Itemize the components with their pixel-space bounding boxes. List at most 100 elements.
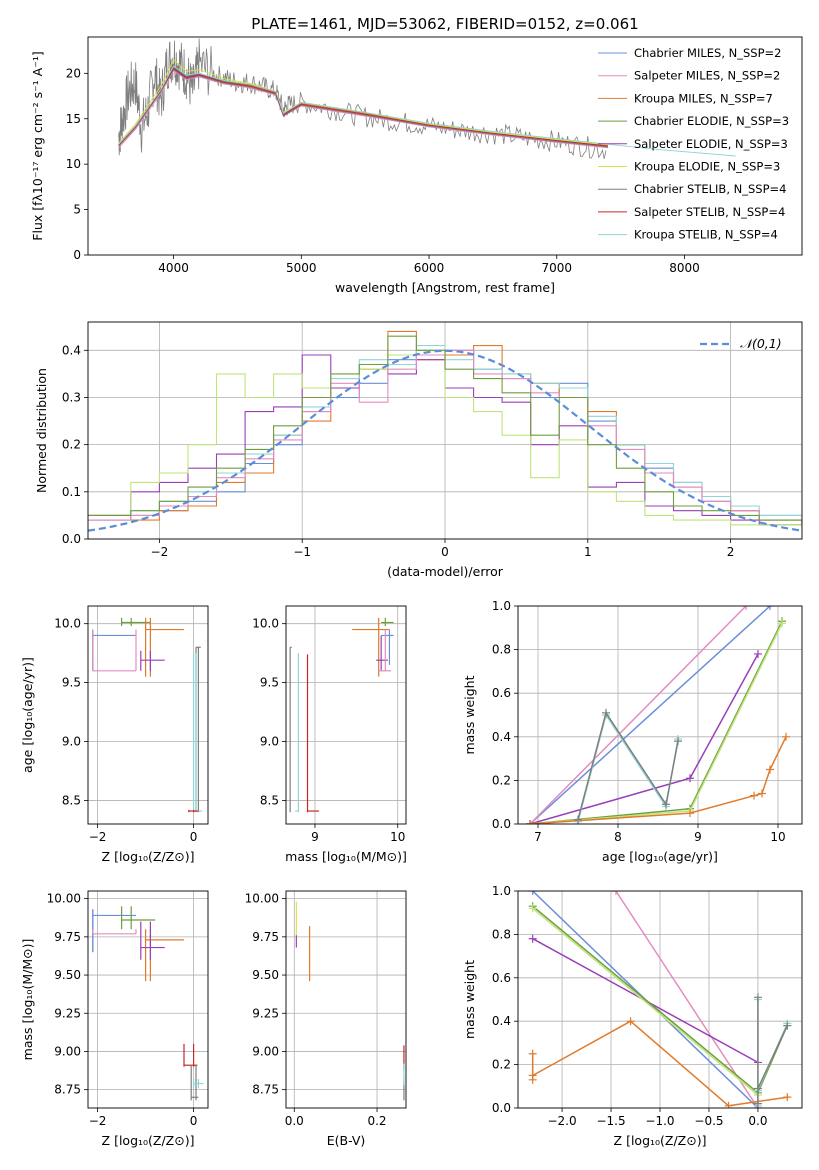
mass-weight-line [532, 907, 759, 1096]
axes-frame [517, 890, 803, 1109]
observed-spectrum-line [118, 38, 607, 159]
spectrum-model-line [118, 69, 608, 148]
x-tick-label: −2 [89, 1114, 107, 1128]
data-point-marker [528, 1071, 537, 1080]
mass-weight-line [532, 938, 759, 1064]
data-point-marker [766, 765, 774, 774]
x-tick-label: 4000 [158, 261, 189, 275]
y-axis-label: mass weight [462, 675, 477, 754]
x-axis-label: E(B-V) [327, 1133, 366, 1148]
x-axis-label: mass [log₁₀(M/M⊙)] [285, 849, 407, 864]
y-tick-label: 10.0 [54, 617, 81, 631]
y-tick-label: 0.0 [62, 532, 81, 546]
x-tick-label: −1 [293, 545, 311, 559]
y-tick-label: 8.5 [260, 793, 279, 807]
y-tick-label: 9.50 [252, 968, 279, 982]
x-tick-label: 8000 [669, 261, 700, 275]
data-point-marker [753, 1099, 762, 1108]
plot-area [92, 617, 203, 813]
x-tick-label: 0.2 [367, 1114, 386, 1128]
data-point-marker [662, 800, 670, 809]
data-point-marker [750, 791, 758, 800]
mass-weight-line [529, 606, 747, 824]
legend-label: Chabrier ELODIE, N_SSP=3 [634, 114, 789, 128]
data-point-marker [742, 606, 750, 610]
data-point-marker [674, 737, 682, 746]
x-tick-label: 6000 [414, 261, 445, 275]
data-point-marker [753, 993, 762, 1002]
axes-frame [517, 605, 803, 825]
y-tick-label: 0.6 [492, 686, 511, 700]
x-tick-label: −1.0 [645, 1114, 674, 1128]
y-tick-label: 10.00 [245, 892, 279, 906]
mass-weight-line [757, 997, 788, 1104]
legend-label: Kroupa ELODIE, N_SSP=3 [634, 160, 780, 174]
x-tick-label: −2 [89, 830, 107, 844]
axes-frame [87, 321, 803, 540]
y-tick-label: 10 [66, 157, 81, 171]
x-tick-label: 9 [311, 830, 319, 844]
data-point-marker [782, 732, 790, 741]
y-tick-label: 0.4 [62, 343, 81, 357]
y-tick-label: 8.5 [62, 793, 81, 807]
x-tick-label: 0 [190, 1114, 198, 1128]
mass-weight-line [529, 623, 783, 824]
legend-label: Chabrier STELIB, N_SSP=4 [634, 182, 786, 196]
x-tick-label: −0.5 [694, 1114, 723, 1128]
y-tick-label: 8.75 [252, 1083, 279, 1097]
mass-weight-line [757, 999, 788, 1106]
mass-weight-line [531, 1020, 788, 1107]
data-point-marker [528, 1049, 537, 1058]
mass-weight-line [529, 736, 787, 824]
residual-histogram [88, 335, 802, 525]
spectrum-model-line [118, 65, 736, 157]
panel-spectrum: 4000 5000 6000 7000 8000 0 5 10 15 20 Chabrier MIL… [30, 36, 803, 295]
x-tick-label: −2 [151, 545, 169, 559]
y-axis-label: age [log₁₀(age/yr)] [20, 657, 35, 773]
legend-label: Salpeter ELODIE, N_SSP=3 [634, 137, 788, 151]
data-point-marker [778, 619, 786, 628]
x-tick-label: 8 [614, 830, 622, 844]
x-tick-label: 10 [390, 830, 405, 844]
mass-weight-line [529, 620, 783, 824]
x-tick-label: 7 [534, 830, 542, 844]
y-axis-label: Normed distribution [34, 368, 49, 493]
data-point-marker [611, 891, 620, 895]
axes-frame [285, 890, 407, 1109]
y-tick-label: 20 [66, 66, 81, 80]
legend-label: 𝒩(0,1) [740, 336, 782, 351]
x-tick-label: 0 [441, 545, 449, 559]
y-axis-label: mass weight [462, 960, 477, 1039]
data-point-marker [526, 820, 534, 824]
y-tick-label: 10.0 [252, 617, 279, 631]
y-tick-label: 1.0 [492, 884, 511, 898]
legend-label: Salpeter STELIB, N_SSP=4 [634, 205, 785, 219]
legend-label: Salpeter MILES, N_SSP=2 [634, 69, 780, 83]
x-tick-label: 9 [694, 830, 702, 844]
x-tick-label: 7000 [541, 261, 572, 275]
plot-area [92, 906, 204, 1101]
x-tick-label: 5000 [286, 261, 317, 275]
normal-curve [88, 349, 802, 532]
y-tick-label: 0.3 [62, 390, 81, 404]
y-tick-label: 9.5 [260, 676, 279, 690]
data-point-marker [754, 649, 762, 658]
y-tick-label: 9.00 [54, 1044, 81, 1058]
data-point-marker [528, 934, 537, 943]
data-point-marker [783, 1021, 792, 1030]
plot-area [118, 38, 736, 159]
mass-weight-line [529, 606, 771, 824]
data-point-marker [602, 708, 610, 717]
y-tick-label: 9.75 [252, 930, 279, 944]
y-tick-label: 0.0 [492, 1101, 511, 1115]
panel-mass-vs-EBV: 0.0 0.2 8.75 9.00 9.25 9.50 9.75 10.00 E(B-V) [245, 890, 407, 1148]
x-axis-label: Z [log₁₀(Z/Z⊙)] [614, 1133, 707, 1148]
data-point-marker [758, 789, 766, 798]
legend-label: Kroupa STELIB, N_SSP=4 [634, 228, 778, 242]
x-tick-label: 10 [770, 830, 785, 844]
data-point-marker [686, 774, 694, 783]
data-point-marker [724, 1101, 733, 1108]
panel-massweight-vs-Z: −2.0 −1.5 −1.0 −0.5 0.0 0.0 0.2 0.4 0.6 0.8 1.0 Z [… [462, 884, 803, 1148]
x-axis-label: Z [log₁₀(Z/Z⊙)] [102, 1133, 195, 1148]
y-tick-label: 8.75 [54, 1083, 81, 1097]
